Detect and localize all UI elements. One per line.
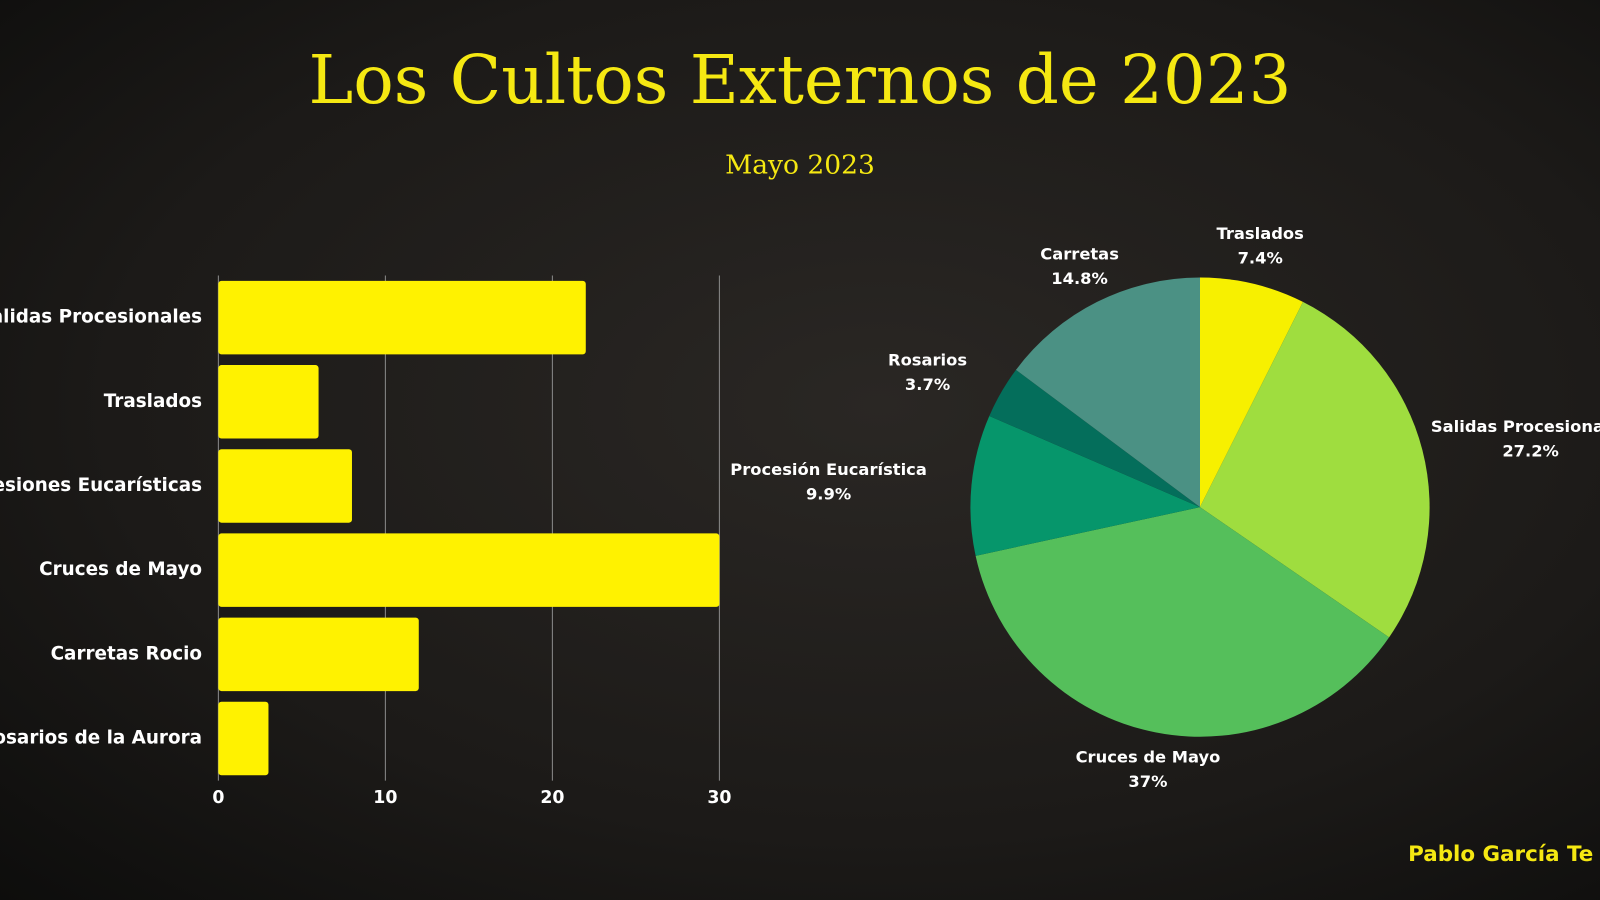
pie-slice — [1015, 277, 1200, 508]
pie-slice — [989, 369, 1200, 508]
slice-value: 27.2% — [1502, 442, 1559, 461]
y-tick-label: Rosarios de la Aurora — [0, 728, 202, 749]
slice-value: 14.8% — [1051, 269, 1108, 288]
y-tick-label: Carretas Rocio — [51, 643, 202, 664]
bar — [218, 701, 269, 776]
slice-label: Procesión Eucarística — [730, 460, 927, 479]
slice-label: Salidas Procesionales — [1431, 417, 1600, 436]
x-tick-label: 10 — [373, 788, 397, 808]
bar — [218, 449, 352, 523]
slice-value: 7.4% — [1238, 249, 1283, 268]
slice-value: 37% — [1128, 772, 1167, 791]
pie-slice — [1200, 301, 1430, 638]
bar — [218, 365, 319, 439]
author: Pablo García Te — [1408, 842, 1593, 867]
slice-label: Traslados — [1217, 224, 1304, 243]
bar — [218, 533, 720, 607]
subtitle: Mayo 2023 — [725, 149, 875, 180]
title: Los Cultos Externos de 2023 — [309, 40, 1292, 119]
y-tick-label: Salidas Procesionales — [0, 307, 202, 328]
pie-slice — [970, 415, 1200, 556]
slice-value: 3.7% — [905, 375, 950, 394]
x-tick-label: 30 — [707, 788, 731, 808]
pie-slice — [1200, 277, 1303, 508]
x-tick-label: 20 — [540, 788, 564, 808]
slice-label: Carretas — [1040, 245, 1119, 264]
slice-label: Cruces de Mayo — [1076, 748, 1221, 767]
x-tick-label: 0 — [212, 788, 224, 808]
bar — [218, 617, 419, 692]
bar — [218, 280, 586, 355]
pie-slice — [975, 507, 1390, 737]
slice-value: 9.9% — [806, 484, 851, 503]
y-tick-label: Procesiones Eucarísticas — [0, 475, 202, 496]
y-tick-label: Cruces de Mayo — [39, 559, 202, 580]
y-tick-label: Traslados — [104, 391, 202, 412]
slice-label: Rosarios — [888, 351, 967, 370]
